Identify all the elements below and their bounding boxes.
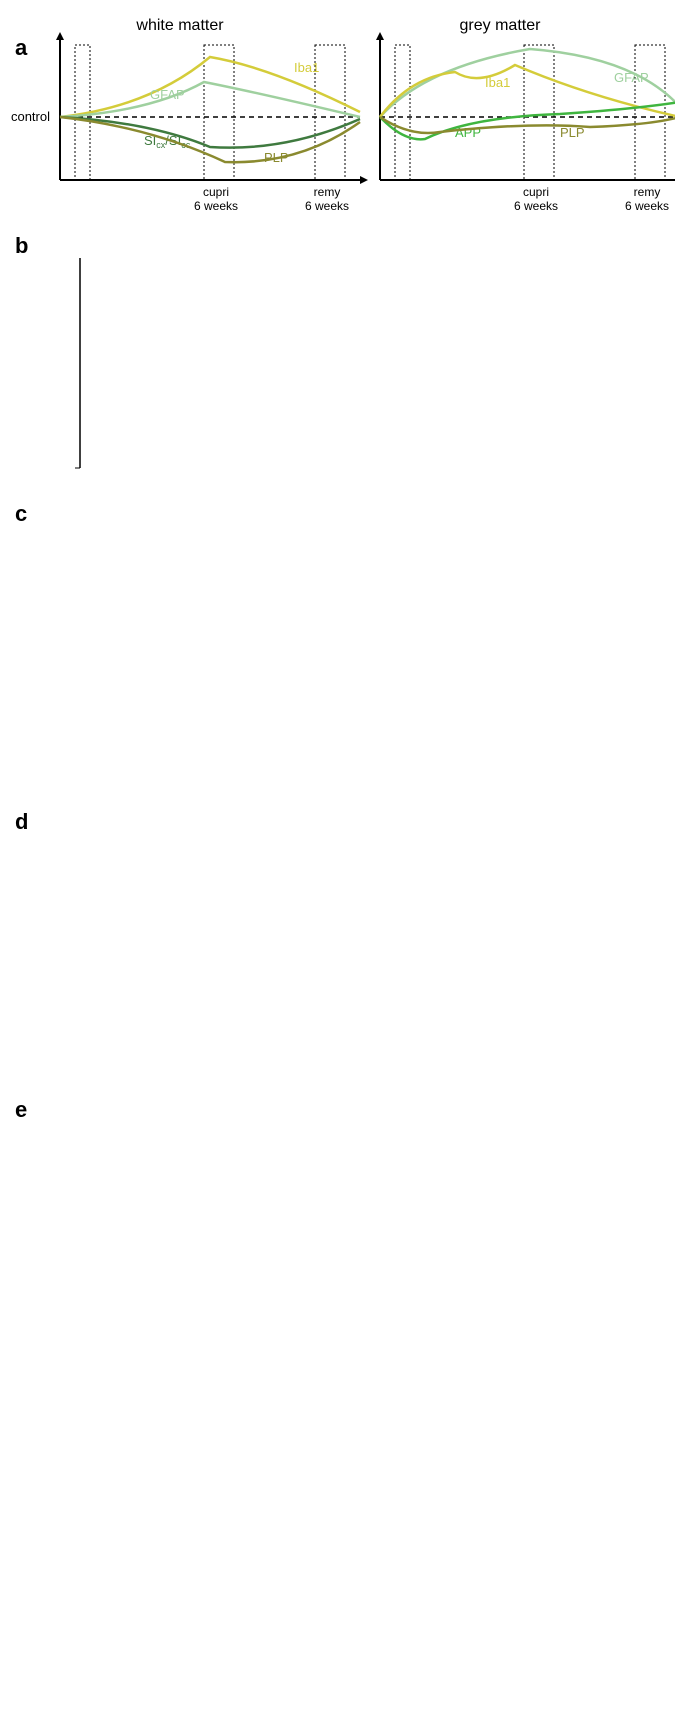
panel-d: d (10, 814, 675, 1094)
panel-e-label: e (15, 1097, 27, 1123)
panel-a-label: a (15, 35, 27, 61)
svg-text:6 weeks: 6 weeks (514, 199, 558, 213)
svg-text:cupri: cupri (203, 185, 229, 199)
svg-text:Iba1: Iba1 (485, 75, 510, 90)
panel-c-label: c (15, 501, 27, 527)
svg-text:cupri: cupri (523, 185, 549, 199)
panel-b-svg (10, 238, 675, 498)
svg-text:PLP: PLP (560, 125, 585, 140)
svg-text:PLP: PLP (264, 150, 289, 165)
svg-text:remy: remy (634, 185, 661, 199)
panel-a-svg: white mattercontrolcupri6 weeksremy6 wee… (10, 10, 675, 230)
svg-text:Iba1: Iba1 (294, 60, 319, 75)
panel-a: a white mattercontrolcupri6 weeksremy6 w… (10, 10, 675, 230)
panel-d-svg (10, 814, 675, 1094)
panel-e: e (10, 1102, 675, 1392)
figure-root: a white mattercontrolcupri6 weeksremy6 w… (0, 0, 685, 1420)
svg-text:white matter: white matter (135, 17, 224, 34)
panel-c-svg (10, 506, 675, 806)
svg-text:control: control (11, 109, 50, 124)
svg-text:remy: remy (314, 185, 341, 199)
svg-text:GFAP: GFAP (150, 87, 185, 102)
svg-text:6 weeks: 6 weeks (305, 199, 349, 213)
svg-text:6 weeks: 6 weeks (194, 199, 238, 213)
svg-text:6 weeks: 6 weeks (625, 199, 669, 213)
panel-b-label: b (15, 233, 28, 259)
panel-b: b (10, 238, 675, 498)
panel-e-svg (10, 1102, 675, 1392)
panel-c: c (10, 506, 675, 806)
svg-text:GFAP: GFAP (614, 70, 649, 85)
svg-text:grey matter: grey matter (460, 17, 542, 34)
panel-d-label: d (15, 809, 28, 835)
